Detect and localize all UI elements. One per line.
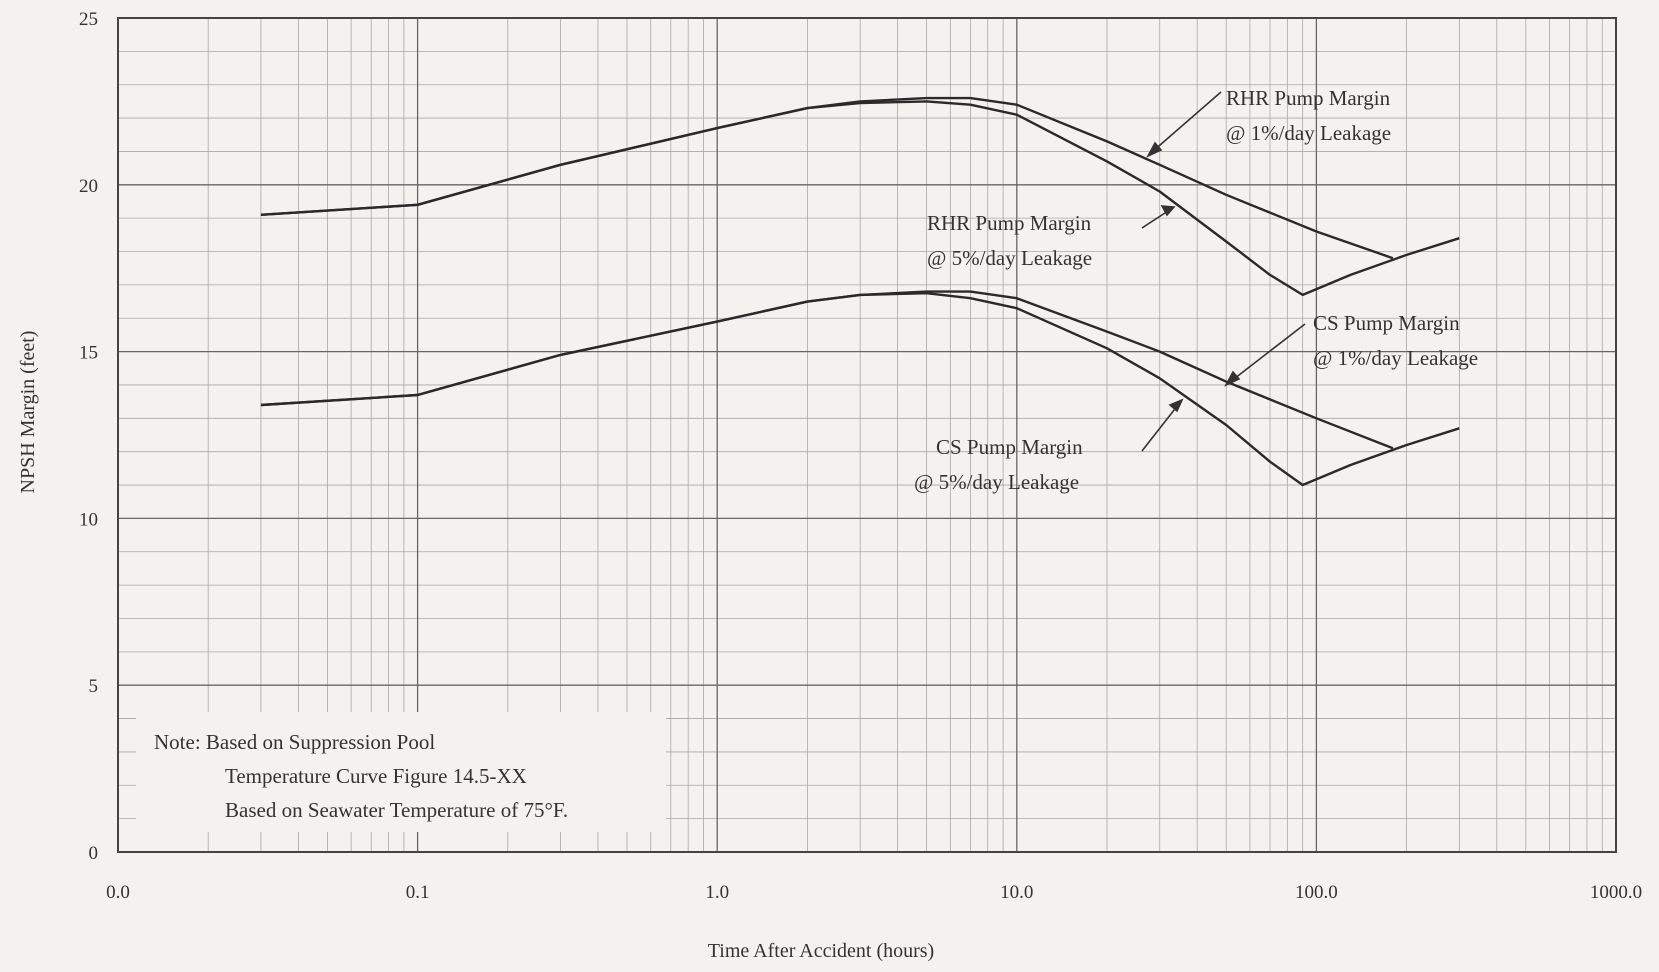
note-line-3: Based on Seawater Temperature of 75°F. bbox=[225, 798, 568, 822]
arrowhead-rhr-1pct bbox=[1146, 141, 1163, 158]
arrow-cs-1pct bbox=[1229, 323, 1306, 383]
annotation-cs-5pct: CS Pump Margin @ 5%/day Leakage bbox=[914, 435, 1083, 494]
y-axis-title: NPSH Margin (feet) bbox=[17, 331, 39, 494]
arrowhead-rhr-5pct bbox=[1160, 205, 1176, 217]
x-tick-label: 0.0 bbox=[106, 882, 130, 903]
series-cs-5pct-line bbox=[260, 292, 1460, 487]
series-layer bbox=[260, 96, 1460, 487]
annotation-rhr-1pct: RHR Pump Margin @ 1%/day Leakage bbox=[1226, 86, 1391, 145]
x-tick-label: 1.0 bbox=[705, 882, 729, 903]
y-tick-label: 15 bbox=[79, 343, 98, 364]
arrow-rhr-5pct bbox=[1141, 210, 1169, 229]
annotation-arrows bbox=[1141, 91, 1306, 452]
annotation-rhr-5pct-line2: @ 5%/day Leakage bbox=[927, 246, 1092, 270]
arrow-cs-5pct bbox=[1141, 404, 1179, 452]
y-tick-label: 10 bbox=[79, 509, 98, 530]
y-tick-label: 20 bbox=[79, 176, 98, 197]
x-tick-labels: 0.0 0.1 1.0 10.0 100.0 1000.0 bbox=[106, 882, 1642, 903]
series-rhr-5pct-line bbox=[260, 100, 1460, 297]
x-tick-label: 100.0 bbox=[1295, 882, 1338, 903]
annotation-rhr-1pct-line2: @ 1%/day Leakage bbox=[1226, 121, 1391, 145]
note-line-1: Note: Based on Suppression Pool bbox=[154, 730, 435, 754]
x-tick-label: 0.1 bbox=[406, 882, 430, 903]
annotation-cs-1pct: CS Pump Margin @ 1%/day Leakage bbox=[1313, 311, 1478, 370]
y-tick-label: 5 bbox=[89, 676, 99, 697]
note-line-2: Temperature Curve Figure 14.5-XX bbox=[225, 764, 527, 788]
annotation-rhr-5pct: RHR Pump Margin @ 5%/day Leakage bbox=[927, 211, 1092, 270]
grid-minor bbox=[118, 18, 1616, 852]
arrowhead-cs-1pct bbox=[1224, 370, 1241, 387]
x-tick-label: 10.0 bbox=[1000, 882, 1033, 903]
note: Note: Based on Suppression Pool Temperat… bbox=[154, 730, 568, 822]
annotation-rhr-5pct-line1: RHR Pump Margin bbox=[927, 211, 1092, 235]
x-tick-label: 1000.0 bbox=[1590, 882, 1642, 903]
annotation-rhr-1pct-line1: RHR Pump Margin bbox=[1226, 86, 1391, 110]
annotation-cs-5pct-line2: @ 5%/day Leakage bbox=[914, 470, 1079, 494]
y-tick-labels: 0 5 10 15 20 25 bbox=[79, 9, 98, 864]
x-axis-title: Time After Accident (hours) bbox=[708, 940, 934, 962]
annotation-cs-1pct-line1: CS Pump Margin bbox=[1313, 311, 1460, 335]
arrow-rhr-1pct bbox=[1151, 91, 1222, 153]
note-box bbox=[136, 712, 666, 832]
arrowhead-cs-5pct bbox=[1168, 398, 1184, 413]
plot-frame bbox=[117, 17, 1617, 853]
annotation-cs-1pct-line2: @ 1%/day Leakage bbox=[1313, 346, 1478, 370]
y-tick-label: 25 bbox=[79, 9, 98, 30]
y-tick-label: 0 bbox=[89, 843, 99, 864]
annotation-cs-5pct-line1: CS Pump Margin bbox=[936, 435, 1083, 459]
